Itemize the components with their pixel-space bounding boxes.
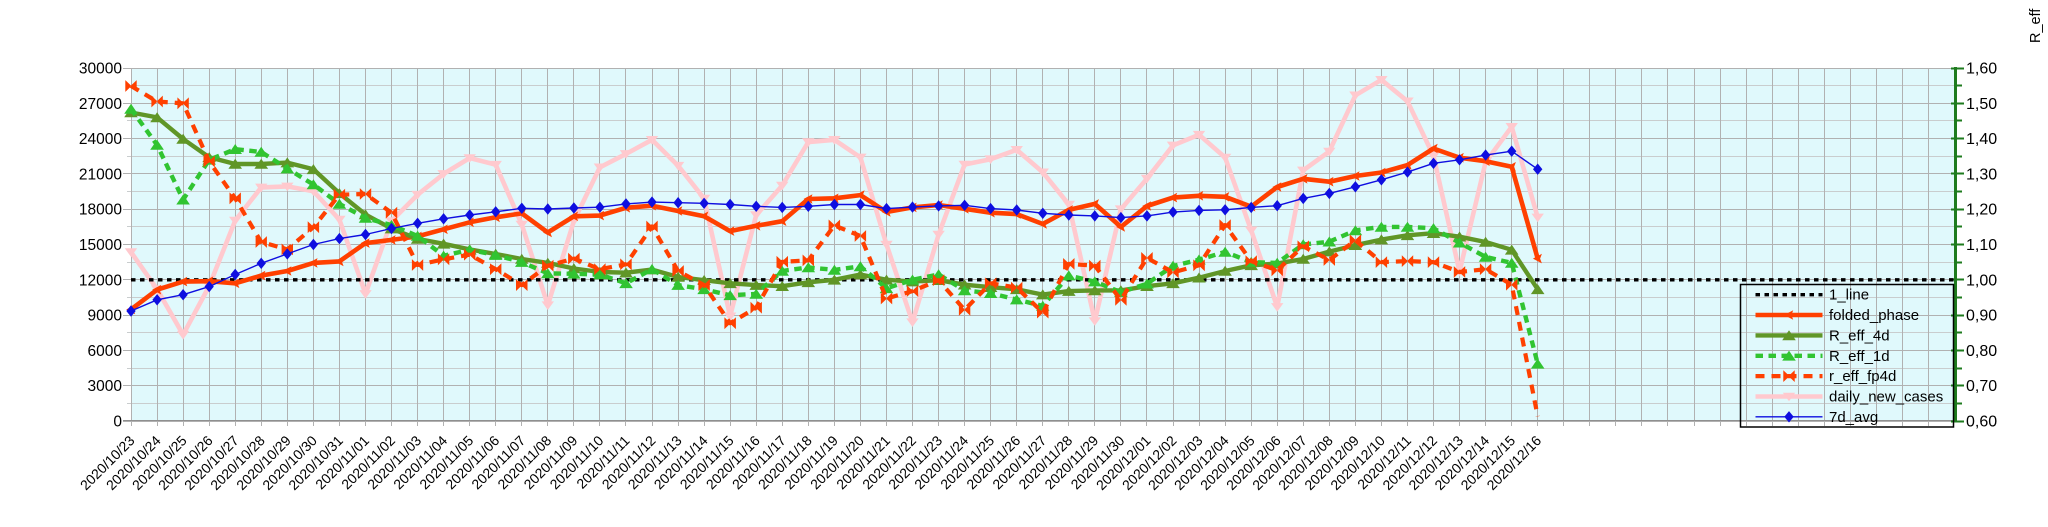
svg-text:15000: 15000 <box>79 237 122 254</box>
svg-text:R_eff_4d: R_eff_4d <box>1829 327 1890 344</box>
svg-text:9000: 9000 <box>88 308 123 325</box>
svg-text:3000: 3000 <box>88 378 123 395</box>
svg-text:R_eff_1d: R_eff_1d <box>1829 348 1890 365</box>
svg-text:1,40: 1,40 <box>1966 131 1997 148</box>
svg-text:0,60: 0,60 <box>1966 414 1997 431</box>
svg-text:27000: 27000 <box>79 96 122 113</box>
svg-text:folded_phase: folded_phase <box>1829 307 1919 324</box>
svg-text:30000: 30000 <box>79 61 122 78</box>
svg-text:1,10: 1,10 <box>1966 237 1997 254</box>
svg-text:1,60: 1,60 <box>1966 61 1997 78</box>
svg-text:1,50: 1,50 <box>1966 96 1997 113</box>
svg-text:0: 0 <box>113 414 122 431</box>
svg-text:0,80: 0,80 <box>1966 343 1997 360</box>
svg-text:18000: 18000 <box>79 202 122 219</box>
svg-text:24000: 24000 <box>79 131 122 148</box>
svg-text:7d_avg: 7d_avg <box>1829 409 1878 426</box>
svg-text:0,70: 0,70 <box>1966 378 1997 395</box>
svg-text:1,20: 1,20 <box>1966 202 1997 219</box>
svg-text:12000: 12000 <box>79 272 122 289</box>
svg-text:0,90: 0,90 <box>1966 308 1997 325</box>
svg-text:r_eff_fp4d: r_eff_fp4d <box>1829 368 1896 385</box>
svg-text:daily_new_cases: daily_new_cases <box>1829 389 1943 406</box>
svg-text:1,00: 1,00 <box>1966 272 1997 289</box>
svg-text:1_line: 1_line <box>1829 287 1869 304</box>
svg-text:R_eff: R_eff <box>2028 8 2044 43</box>
svg-text:1,30: 1,30 <box>1966 166 1997 183</box>
svg-text:21000: 21000 <box>79 166 122 183</box>
svg-text:6000: 6000 <box>88 343 123 360</box>
